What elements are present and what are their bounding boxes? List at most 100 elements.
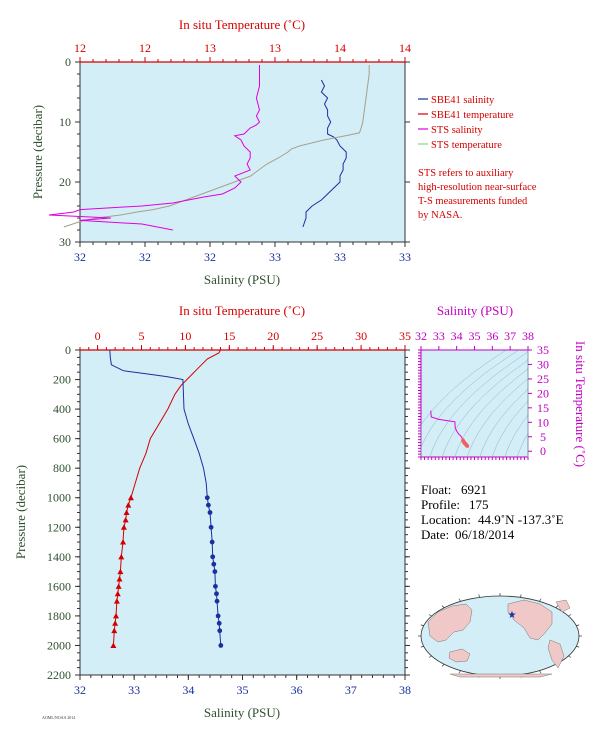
top-sal-tick-label: 33	[334, 250, 346, 264]
bottom-y-tick-label: 1800	[47, 609, 71, 623]
bottom-sal-point	[213, 583, 218, 589]
top-temp-tick-label: 13	[204, 41, 216, 55]
bottom-temp-point	[120, 539, 127, 545]
bottom-temp-tick-label: 0	[95, 329, 101, 343]
bottom-temp-tick-label: 30	[355, 329, 367, 343]
bottom-sal-tick-label: 32	[74, 683, 86, 697]
map-border-tick	[555, 605, 559, 608]
sts-note-line-2: high-resolution near-surface	[418, 182, 537, 193]
bottom-sal-point	[204, 495, 210, 501]
ts-sal-tick-label: 38	[522, 329, 534, 343]
ts-sal-tick-label: 35	[469, 329, 481, 343]
sts-note: STS refers to auxiliary high-resolution …	[418, 168, 537, 221]
map-land-antarctica	[449, 673, 553, 678]
bottom-temp-point	[117, 568, 124, 575]
legend-label-sbe41-temperature: SBE41 temperature	[431, 110, 514, 121]
world-map: ★	[418, 593, 582, 679]
ts-temperature-axis-label: In situ Temperature (˚C)	[573, 341, 588, 467]
ts-sal-tick-label: 36	[486, 329, 498, 343]
bottom-sal-point	[214, 591, 219, 597]
map-land-australia	[448, 648, 471, 663]
date-value: 06/18/2014	[455, 527, 515, 542]
float-info: Float: 6921 Profile: 175 Location: 44.9˚…	[421, 482, 564, 542]
bottom-sal-point	[208, 524, 214, 530]
bottom-temp-point	[115, 583, 122, 589]
ts-sal-tick-label: 37	[504, 329, 516, 343]
bottom-temp-point	[116, 575, 123, 582]
bottom-temp-point	[113, 612, 120, 619]
ts-salinity-axis-label: Salinity (PSU)	[437, 303, 513, 318]
bottom-temp-tick-label: 25	[311, 329, 323, 343]
bottom-y-tick-label: 1400	[47, 550, 71, 564]
bottom-temp-point	[110, 642, 117, 648]
ts-temp-tick-label: 5	[540, 430, 546, 444]
date-label: Date:	[421, 527, 449, 542]
top-temperature-axis-label: In situ Temperature (˚C)	[179, 17, 305, 32]
map-border-tick	[458, 598, 461, 602]
bottom-sal-point	[209, 539, 215, 545]
map-border-tick	[441, 605, 445, 608]
top-sal-tick-label: 32	[139, 250, 151, 264]
map-border-tick	[539, 670, 542, 674]
top-temp-tick-label: 14	[334, 41, 346, 55]
bottom-temp-tick-label: 20	[267, 329, 279, 343]
map-border-tick	[539, 598, 542, 602]
top-sal-tick-label: 33	[399, 250, 411, 264]
bottom-sal-point	[218, 643, 224, 648]
legend: SBE41 salinity SBE41 temperature STS sal…	[418, 95, 514, 151]
bottom-y-tick-label: 2200	[47, 668, 71, 682]
bottom-y-tick-label: 1000	[47, 491, 71, 505]
ts-sal-tick-label: 34	[451, 329, 463, 343]
bottom-sal-point	[217, 628, 223, 634]
bottom-y-tick-label: 0	[65, 343, 71, 357]
ts-sal-tick-label: 32	[415, 329, 427, 343]
map-border-tick	[568, 614, 572, 617]
top-y-tick-label: 10	[59, 115, 71, 129]
bottom-sal-tick-label: 33	[128, 683, 140, 697]
ts-deep-point	[465, 444, 470, 448]
profile-label: Profile:	[421, 497, 460, 512]
top-profile-chart: In situ Temperature (˚C) Salinity (PSU) …	[30, 17, 411, 287]
top-series-sts-temperature	[63, 65, 370, 228]
map-border-tick	[478, 594, 480, 598]
map-border-tick	[458, 670, 461, 674]
map-border-tick	[441, 664, 445, 667]
ts-temp-tick-label: 15	[537, 401, 549, 415]
legend-label-sts-temperature: STS temperature	[431, 140, 502, 151]
ts-diagram-inset: Salinity (PSU) In situ Temperature (˚C) …	[415, 303, 588, 467]
top-sal-tick-label: 32	[204, 250, 216, 264]
map-land-asia	[427, 603, 473, 643]
bottom-sal-point	[215, 613, 221, 619]
footer-credit: AOML/NOAA 2014	[42, 715, 75, 720]
bottom-temp-tick-label: 5	[138, 329, 144, 343]
map-land-greenland	[555, 599, 571, 613]
bottom-sal-point	[210, 554, 216, 560]
ts-temp-tick-label: 0	[540, 444, 546, 458]
top-y-tick-label: 0	[65, 55, 71, 69]
top-temp-tick-label: 13	[269, 41, 281, 55]
bottom-series-lines	[109, 349, 224, 648]
bottom-y-tick-label: 2000	[47, 638, 71, 652]
map-border-tick	[576, 624, 580, 626]
map-land-north-america	[507, 599, 553, 641]
ts-temp-tick-label: 30	[537, 357, 549, 371]
map-border-tick	[420, 646, 424, 648]
top-sal-tick-label: 33	[269, 250, 281, 264]
bottom-salinity-axis-label: Salinity (PSU)	[204, 705, 280, 720]
ts-density-contours	[420, 349, 529, 458]
ts-contour	[420, 349, 507, 457]
bottom-temp-tick-label: 35	[399, 329, 411, 343]
map-border-tick	[520, 594, 522, 598]
bottom-sal-tick-label: 38	[399, 683, 411, 697]
bottom-sal-tick-label: 36	[291, 683, 303, 697]
sts-note-line-3: T-S measurements funded	[418, 196, 528, 207]
bottom-pressure-axis-label: Pressure (decibar)	[13, 465, 28, 559]
top-temp-tick-label: 14	[399, 41, 411, 55]
map-land-south-america	[547, 639, 565, 669]
top-temp-tick-label: 12	[74, 41, 86, 55]
top-series-sts-salinity	[48, 65, 261, 231]
bottom-temp-point	[113, 598, 120, 604]
float-position-marker: ★	[508, 610, 517, 621]
bottom-series-sbe41-salinity	[109, 349, 222, 646]
ts-temp-tick-label: 10	[537, 415, 549, 429]
